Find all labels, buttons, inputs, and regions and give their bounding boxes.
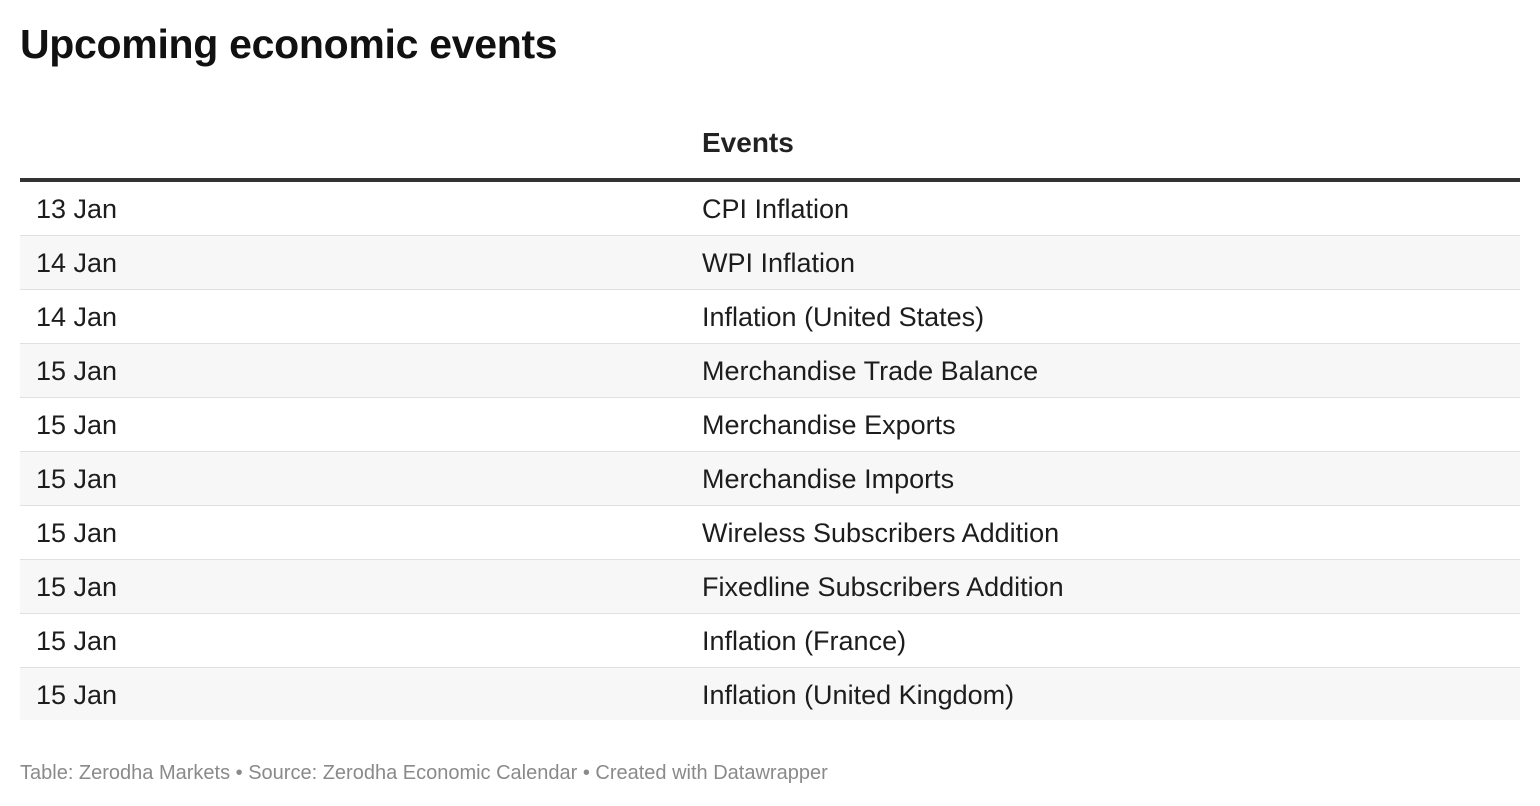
date-cell: 13 Jan [36,194,118,224]
column-header-events[interactable]: Events [702,127,794,158]
source-footer: Table: Zerodha Markets • Source: Zerodha… [20,762,828,784]
table-row: 15 Jan Wireless Subscribers Addition [20,506,1520,560]
table-row: 15 Jan Inflation (United Kingdom) [20,668,1520,720]
table-body: 13 Jan CPI Inflation 14 Jan WPI Inflatio… [20,182,1520,720]
event-cell: Merchandise Imports [702,464,955,494]
date-cell: 15 Jan [36,518,118,548]
date-cell: 15 Jan [36,680,118,710]
event-cell: Inflation (France) [702,626,907,656]
table-row: 14 Jan WPI Inflation [20,236,1520,290]
event-cell: WPI Inflation [702,248,856,278]
events-table: Events 13 Jan CPI Inflation 14 Jan WPI I… [20,110,1520,720]
event-cell: Merchandise Trade Balance [702,356,1039,386]
table-row: 15 Jan Fixedline Subscribers Addition [20,560,1520,614]
date-cell: 15 Jan [36,626,118,656]
event-cell: Merchandise Exports [702,410,956,440]
date-cell: 14 Jan [36,302,118,332]
date-cell: 15 Jan [36,410,118,440]
table-row: 14 Jan Inflation (United States) [20,290,1520,344]
event-cell: CPI Inflation [702,194,850,224]
date-cell: 15 Jan [36,464,118,494]
date-cell: 14 Jan [36,248,118,278]
page-title: Upcoming economic events [20,21,558,67]
table-row: 15 Jan Inflation (France) [20,614,1520,668]
event-cell: Inflation (United States) [702,302,985,332]
table-row: 15 Jan Merchandise Imports [20,452,1520,506]
date-cell: 15 Jan [36,572,118,602]
table-row: 15 Jan Merchandise Trade Balance [20,344,1520,398]
table-row: 13 Jan CPI Inflation [20,182,1520,236]
table-header: Events [20,110,1520,182]
table-row: 15 Jan Merchandise Exports [20,398,1520,452]
event-cell: Fixedline Subscribers Addition [702,572,1064,602]
event-cell: Wireless Subscribers Addition [702,518,1060,548]
date-cell: 15 Jan [36,356,118,386]
event-cell: Inflation (United Kingdom) [702,680,1015,710]
